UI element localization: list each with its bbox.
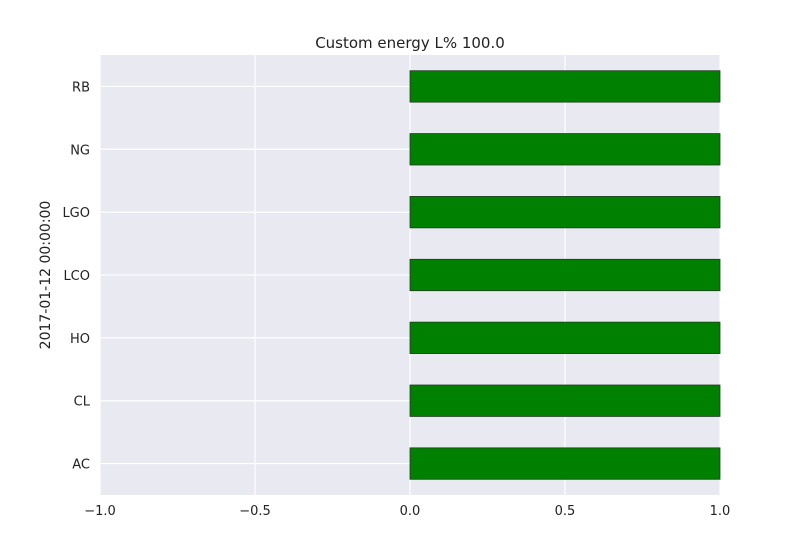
bar-ho [409, 321, 721, 354]
bars [409, 70, 721, 480]
y-tick-label: AC [72, 458, 90, 473]
bar-ac [409, 447, 721, 480]
bar-rb [409, 70, 721, 103]
bar-lgo [409, 196, 721, 229]
bar-lco [409, 258, 721, 292]
x-tick-label: 1.0 [710, 504, 731, 519]
y-axis-label: 2017-01-12 00:00:00 [38, 201, 54, 350]
y-tick-label: NG [70, 143, 90, 158]
x-tick-labels: −1.0 −0.5 0.0 0.5 1.0 [84, 504, 730, 519]
y-tick-label: LCO [63, 269, 90, 284]
x-tick-label: −0.5 [239, 504, 271, 519]
bar-ng [409, 133, 721, 166]
bar-cl [409, 384, 721, 417]
x-tick-label: 0.0 [400, 504, 421, 519]
y-tick-label: CL [74, 395, 91, 410]
x-tick-label: 0.5 [555, 504, 576, 519]
y-tick-label: HO [70, 332, 90, 347]
x-tick-label: −1.0 [84, 504, 116, 519]
chart-title: Custom energy L% 100.0 [315, 34, 505, 52]
y-tick-label: RB [72, 80, 90, 95]
y-tick-labels: AC CL HO LCO LGO NG RB [62, 80, 90, 472]
y-tick-label: LGO [62, 206, 90, 221]
